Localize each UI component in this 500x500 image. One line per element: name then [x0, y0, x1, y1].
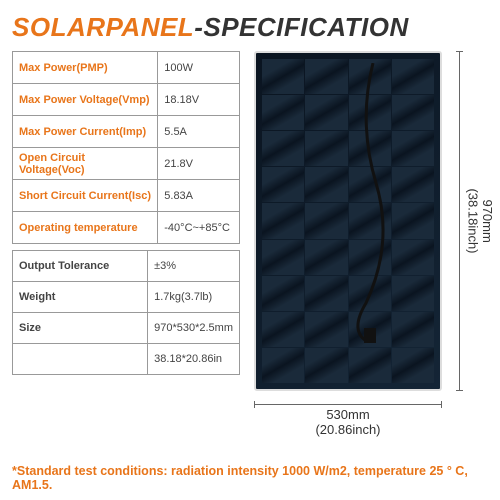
content-row: Max Power(PMP)100W Max Power Voltage(Vmp… — [12, 51, 488, 462]
spec-label: Max Power(PMP) — [13, 52, 158, 84]
solar-cell — [305, 131, 347, 166]
spec-label: Max Power Voltage(Vmp) — [13, 84, 158, 116]
solar-cell — [305, 276, 347, 311]
spec-value: 1.7kg(3.7lb) — [148, 282, 240, 313]
spec-value: -40°C~+85°C — [158, 212, 240, 244]
spec-label: Short Circuit Current(Isc) — [13, 180, 158, 212]
height-label: 970mm (38.18inch) — [465, 188, 494, 253]
solar-panel — [254, 51, 442, 391]
table-row: Max Power Current(Imp)5.5A — [13, 116, 240, 148]
solar-cell — [392, 95, 434, 130]
solar-cell — [392, 131, 434, 166]
cell-grid — [262, 59, 434, 383]
electrical-spec-table: Max Power(PMP)100W Max Power Voltage(Vmp… — [12, 51, 240, 244]
solar-cell — [305, 240, 347, 275]
height-mm: 970mm — [480, 199, 495, 242]
solar-cell — [305, 59, 347, 94]
spec-label: Size — [13, 313, 148, 344]
title-sub: -SPECIFICATION — [194, 12, 409, 42]
table-row: Max Power Voltage(Vmp)18.18V — [13, 84, 240, 116]
solar-cell — [392, 167, 434, 202]
panel-illustration: 970mm (38.18inch) 530mm (20.86inch) — [248, 51, 488, 462]
table-row: Open Circuit Voltage(Voc)21.8V — [13, 148, 240, 180]
spec-sheet: SOLARPANEL-SPECIFICATION Max Power(PMP)1… — [0, 0, 500, 500]
spec-label: Open Circuit Voltage(Voc) — [13, 148, 158, 180]
spec-value: 38.18*20.86in — [148, 344, 240, 375]
solar-cell — [349, 167, 391, 202]
width-label: 530mm (20.86inch) — [254, 408, 442, 438]
solar-cell — [262, 95, 304, 130]
solar-cell — [349, 312, 391, 347]
solar-cell — [349, 348, 391, 383]
height-dimension: 970mm (38.18inch) — [432, 51, 486, 391]
table-row: Weight1.7kg(3.7lb) — [13, 282, 240, 313]
solar-cell — [349, 59, 391, 94]
footnote: *Standard test conditions: radiation int… — [12, 464, 488, 492]
solar-cell — [349, 131, 391, 166]
solar-cell — [392, 348, 434, 383]
solar-cell — [262, 131, 304, 166]
solar-cell — [262, 203, 304, 238]
solar-cell — [262, 276, 304, 311]
table-row: 38.18*20.86in — [13, 344, 240, 375]
spec-label: Max Power Current(Imp) — [13, 116, 158, 148]
solar-cell — [392, 276, 434, 311]
spec-label — [13, 344, 148, 375]
solar-cell — [305, 312, 347, 347]
width-inch: (20.86inch) — [315, 422, 380, 437]
table-row: Short Circuit Current(Isc)5.83A — [13, 180, 240, 212]
table-row: Size970*530*2.5mm — [13, 313, 240, 344]
dim-line-vertical — [459, 51, 460, 391]
solar-cell — [392, 312, 434, 347]
solar-cell — [305, 348, 347, 383]
table-row: Operating temperature-40°C~+85°C — [13, 212, 240, 244]
solar-cell — [305, 95, 347, 130]
spec-value: 5.83A — [158, 180, 240, 212]
physical-spec-table: Output Tolerance±3% Weight1.7kg(3.7lb) S… — [12, 250, 240, 375]
solar-cell — [262, 348, 304, 383]
solar-cell — [349, 276, 391, 311]
table-row: Output Tolerance±3% — [13, 251, 240, 282]
solar-cell — [349, 203, 391, 238]
solar-cell — [262, 240, 304, 275]
solar-cell — [392, 59, 434, 94]
solar-cell — [349, 240, 391, 275]
solar-cell — [262, 312, 304, 347]
panel-graphic — [254, 51, 442, 391]
solar-cell — [305, 167, 347, 202]
spec-value: ±3% — [148, 251, 240, 282]
solar-cell — [262, 59, 304, 94]
spec-value: 100W — [158, 52, 240, 84]
solar-cell — [349, 95, 391, 130]
width-mm: 530mm — [326, 407, 369, 422]
tables-column: Max Power(PMP)100W Max Power Voltage(Vmp… — [12, 51, 240, 462]
spec-label: Operating temperature — [13, 212, 158, 244]
spec-label: Weight — [13, 282, 148, 313]
width-dimension: 530mm (20.86inch) — [254, 404, 442, 438]
solar-cell — [262, 167, 304, 202]
solar-cell — [392, 203, 434, 238]
solar-cell — [305, 203, 347, 238]
spec-label: Output Tolerance — [13, 251, 148, 282]
solar-cell — [392, 240, 434, 275]
spec-value: 970*530*2.5mm — [148, 313, 240, 344]
title-main: SOLARPANEL — [12, 12, 194, 42]
spec-value: 18.18V — [158, 84, 240, 116]
spec-value: 5.5A — [158, 116, 240, 148]
page-title: SOLARPANEL-SPECIFICATION — [12, 12, 488, 43]
table-row: Max Power(PMP)100W — [13, 52, 240, 84]
height-inch: (38.18inch) — [466, 188, 481, 253]
dim-line-horizontal — [254, 404, 442, 405]
spec-value: 21.8V — [158, 148, 240, 180]
